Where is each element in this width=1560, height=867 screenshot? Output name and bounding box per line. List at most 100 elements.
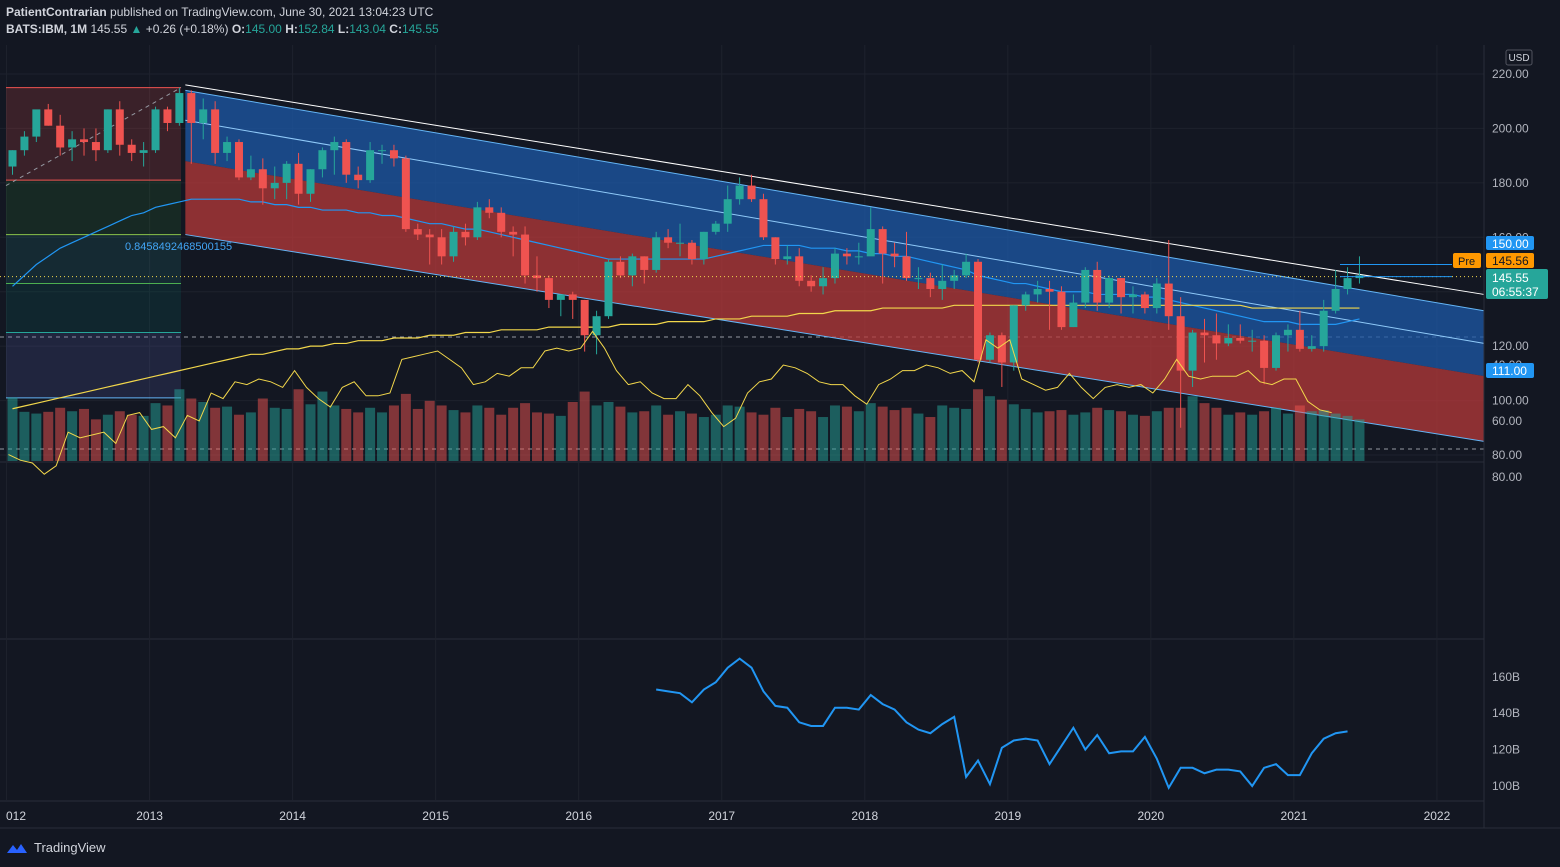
- volume-bar: [1306, 411, 1317, 461]
- volume-bar: [186, 398, 197, 461]
- volume-bar: [1175, 407, 1186, 461]
- third-tick: 120B: [1492, 743, 1520, 757]
- publish-text: published on TradingView.com, June 30, 2…: [106, 5, 434, 19]
- volume-bars: [7, 389, 1365, 461]
- candle-body: [342, 142, 351, 175]
- price-tick: 220.00: [1492, 67, 1529, 81]
- candle-body: [258, 169, 267, 189]
- rsi-pane: [8, 330, 1332, 475]
- time-tick: 2022: [1424, 809, 1451, 823]
- volume-bar: [19, 411, 30, 461]
- candle-body: [163, 109, 172, 123]
- publish-info: PatientContrarian published on TradingVi…: [6, 5, 433, 19]
- volume-bar: [1187, 396, 1198, 461]
- candle-body: [282, 163, 291, 183]
- tradingview-logo-icon: [7, 843, 27, 853]
- candle-body: [68, 139, 77, 148]
- candle-body: [306, 169, 315, 194]
- volume-bar: [329, 405, 340, 461]
- candle-body: [938, 280, 947, 289]
- fib-value-label: 0.8458492468500155: [125, 241, 232, 253]
- volume-bar: [698, 417, 709, 461]
- volume-bar: [67, 411, 78, 461]
- volume-bar: [889, 410, 900, 461]
- volume-bar: [651, 405, 662, 461]
- volume-bar: [1056, 410, 1067, 461]
- volume-bar: [1282, 413, 1293, 461]
- volume-bar: [198, 401, 209, 461]
- candle-body: [425, 234, 434, 238]
- volume-bar: [829, 405, 840, 461]
- volume-bar: [567, 401, 578, 461]
- up-arrow-icon: ▲: [130, 22, 143, 36]
- lower-line-tag: 111.00: [1492, 364, 1527, 378]
- volume-bar: [245, 412, 256, 461]
- volume-bar: [150, 403, 161, 461]
- candle-body: [127, 144, 136, 153]
- candle-body: [616, 261, 625, 276]
- candle-body: [997, 335, 1006, 363]
- volume-bar: [710, 414, 721, 461]
- volume-bar: [865, 403, 876, 461]
- chart-header: PatientContrarian published on TradingVi…: [0, 0, 1560, 40]
- ma-line-ma200: [12, 304, 1360, 410]
- candle-body: [771, 237, 780, 260]
- candle-body: [1343, 278, 1352, 289]
- volume-bar: [126, 414, 137, 461]
- volume-bar: [853, 411, 864, 461]
- volume-bar: [663, 414, 674, 461]
- open-value: 145.00: [245, 22, 282, 36]
- candle-body: [1319, 310, 1328, 347]
- candle-body: [294, 163, 303, 194]
- candle-body: [902, 256, 911, 279]
- candle-body: [759, 199, 768, 238]
- volume-bar: [400, 393, 411, 461]
- candle-body: [664, 237, 673, 243]
- time-tick: 2014: [279, 809, 306, 823]
- volume-bar: [448, 410, 459, 461]
- volume-bar: [353, 412, 364, 461]
- candle-body: [1176, 316, 1185, 371]
- last-price-tag: 145.55: [1492, 271, 1529, 285]
- candles[interactable]: [0, 87, 1484, 428]
- volume-bar: [460, 412, 471, 461]
- volume-bar: [1235, 412, 1246, 461]
- volume-bar: [877, 406, 888, 461]
- price-tick: 80.00: [1492, 448, 1522, 462]
- volume-bar: [305, 404, 316, 461]
- symbol-label[interactable]: BATS:IBM, 1M: [6, 22, 88, 36]
- volume-bar: [317, 391, 328, 461]
- candle-body: [139, 150, 148, 153]
- candle-body: [354, 174, 363, 181]
- fib-zone-5: [6, 332, 181, 398]
- candle-body: [497, 212, 506, 232]
- pre-label: Pre: [1458, 256, 1475, 268]
- third-pane: [656, 657, 1348, 791]
- price-tick: 120.00: [1492, 339, 1529, 353]
- volume-bar: [412, 408, 423, 461]
- volume-bar: [496, 414, 507, 461]
- volume-bar: [1247, 414, 1258, 461]
- volume-bar: [174, 389, 185, 461]
- time-tick: 2021: [1281, 809, 1308, 823]
- pre-price-tag-bg: [1486, 253, 1534, 268]
- volume-bar: [1163, 407, 1174, 461]
- candle-body: [1033, 288, 1042, 295]
- author-name[interactable]: PatientContrarian: [6, 5, 107, 19]
- volume-bar: [627, 412, 638, 461]
- volume-bar: [1032, 412, 1043, 461]
- volume-bar: [1271, 407, 1282, 461]
- candle-body: [401, 158, 410, 230]
- fib-trend-line: [5, 87, 182, 187]
- candle-body: [914, 278, 923, 280]
- time-tick: 2017: [708, 809, 735, 823]
- candle-body: [175, 93, 184, 123]
- upper-line-tag: 150.00: [1492, 237, 1529, 251]
- candle-body: [652, 237, 661, 270]
- candle-body: [890, 253, 899, 257]
- tradingview-logo[interactable]: TradingView: [6, 840, 106, 855]
- candle-body: [1128, 294, 1137, 298]
- candle-body: [366, 150, 375, 181]
- candle-body: [91, 142, 100, 151]
